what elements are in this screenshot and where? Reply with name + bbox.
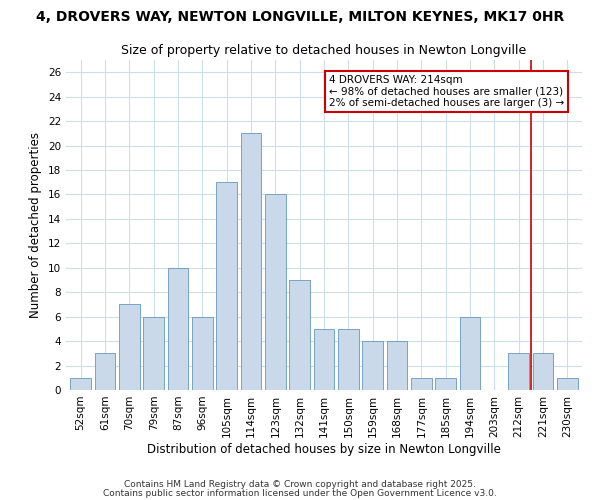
Bar xyxy=(436,378,456,390)
Text: 4, DROVERS WAY, NEWTON LONGVILLE, MILTON KEYNES, MK17 0HR: 4, DROVERS WAY, NEWTON LONGVILLE, MILTON… xyxy=(36,10,564,24)
Bar xyxy=(557,378,578,390)
Bar xyxy=(289,280,310,390)
Bar xyxy=(167,268,188,390)
Text: Contains HM Land Registry data © Crown copyright and database right 2025.: Contains HM Land Registry data © Crown c… xyxy=(124,480,476,489)
Title: Size of property relative to detached houses in Newton Longville: Size of property relative to detached ho… xyxy=(121,44,527,58)
Text: 4 DROVERS WAY: 214sqm
← 98% of detached houses are smaller (123)
2% of semi-deta: 4 DROVERS WAY: 214sqm ← 98% of detached … xyxy=(329,74,564,108)
Bar xyxy=(192,316,212,390)
Text: Contains public sector information licensed under the Open Government Licence v3: Contains public sector information licen… xyxy=(103,488,497,498)
Bar xyxy=(460,316,481,390)
Bar xyxy=(241,134,262,390)
Bar xyxy=(411,378,432,390)
Bar xyxy=(314,329,334,390)
X-axis label: Distribution of detached houses by size in Newton Longville: Distribution of detached houses by size … xyxy=(147,442,501,456)
Bar xyxy=(216,182,237,390)
Bar xyxy=(386,341,407,390)
Y-axis label: Number of detached properties: Number of detached properties xyxy=(29,132,43,318)
Bar xyxy=(95,354,115,390)
Bar xyxy=(508,354,529,390)
Bar xyxy=(143,316,164,390)
Bar xyxy=(119,304,140,390)
Bar xyxy=(70,378,91,390)
Bar xyxy=(338,329,359,390)
Bar xyxy=(265,194,286,390)
Bar xyxy=(533,354,553,390)
Bar xyxy=(362,341,383,390)
